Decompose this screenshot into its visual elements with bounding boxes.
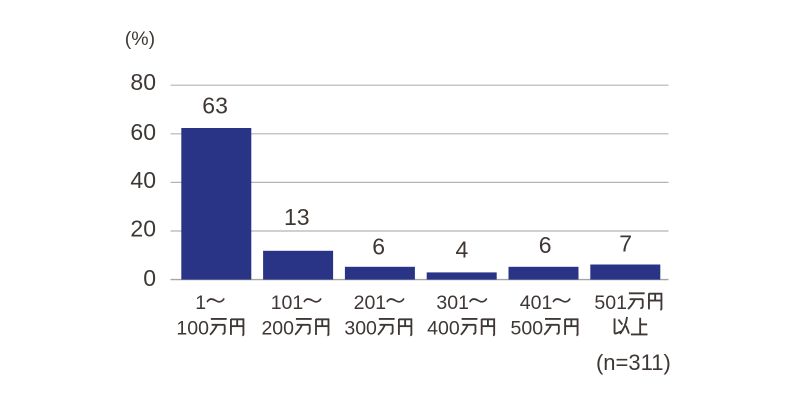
svg-text:4: 4	[456, 236, 469, 262]
svg-text:63: 63	[202, 93, 228, 119]
svg-text:6: 6	[372, 233, 385, 259]
svg-text:0: 0	[143, 265, 156, 291]
svg-text:20: 20	[130, 216, 156, 242]
svg-text:300: 300	[344, 317, 377, 339]
svg-text:400: 400	[427, 317, 460, 339]
svg-text:80: 80	[130, 69, 156, 95]
svg-text:60: 60	[130, 119, 156, 145]
svg-text:(%): (%)	[125, 28, 155, 50]
svg-text:200: 200	[261, 317, 294, 339]
svg-text:(n=311): (n=311)	[596, 350, 671, 375]
svg-text:6: 6	[539, 232, 552, 258]
svg-text:201: 201	[354, 292, 387, 314]
svg-text:101: 101	[271, 292, 304, 314]
svg-text:500: 500	[511, 317, 544, 339]
svg-text:501: 501	[594, 292, 627, 314]
svg-text:100: 100	[176, 317, 209, 339]
svg-text:1: 1	[195, 292, 206, 314]
svg-text:401: 401	[520, 292, 553, 314]
svg-text:7: 7	[619, 230, 632, 256]
svg-text:301: 301	[436, 292, 469, 314]
svg-text:40: 40	[130, 167, 156, 193]
svg-text:13: 13	[284, 204, 310, 230]
